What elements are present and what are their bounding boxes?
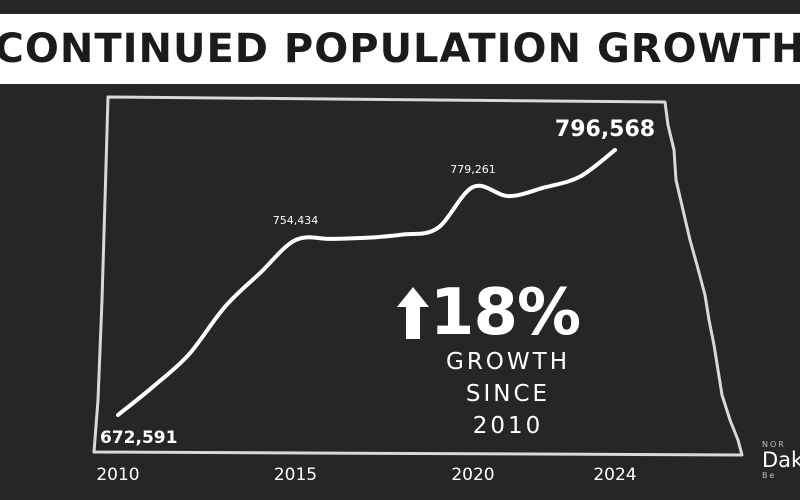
logo-small-text: NOR	[762, 440, 786, 449]
growth-callout: 18% GROWTH SINCE 2010	[388, 280, 588, 442]
x-tick-label: 2010	[96, 465, 139, 485]
up-arrow-icon	[396, 287, 429, 339]
logo-tiny-text: Be	[762, 471, 777, 480]
data-label: 779,261	[450, 163, 496, 176]
page-title: CONTINUED POPULATION GROWTH	[0, 26, 800, 72]
growth-label: GROWTH	[446, 349, 570, 375]
population-line	[116, 148, 617, 417]
data-label: 672,591	[100, 428, 177, 448]
state-logo: NOR Dak Be	[762, 440, 800, 480]
title-bar: CONTINUED POPULATION GROWTH	[0, 14, 800, 84]
growth-percent: 18%	[429, 276, 581, 350]
logo-main-text: Dak	[762, 448, 800, 472]
x-tick-label: 2024	[593, 465, 636, 485]
data-label: 796,568	[555, 117, 655, 142]
x-tick-label: 2015	[274, 465, 317, 485]
state-outline	[92, 95, 744, 457]
x-tick-label: 2020	[451, 465, 494, 485]
growth-since-label: SINCE 2010	[465, 381, 551, 439]
data-label: 754,434	[273, 214, 319, 227]
